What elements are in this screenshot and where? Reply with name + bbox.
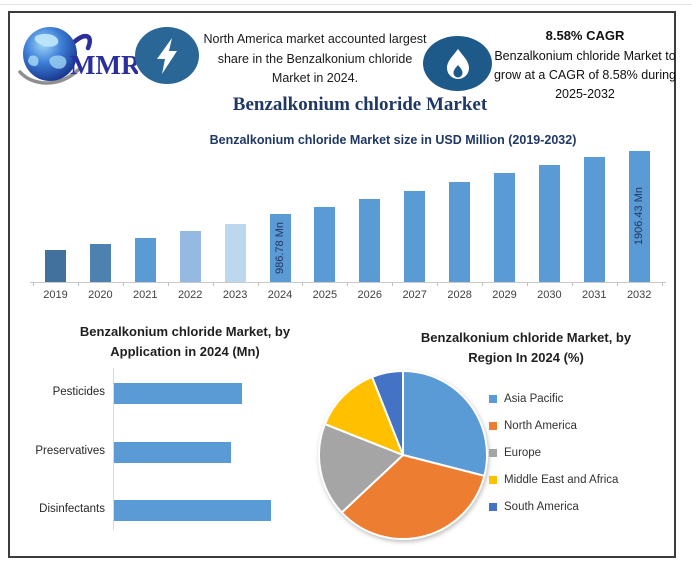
application-label-preservatives: Preservatives bbox=[35, 444, 105, 457]
size-axis-tick bbox=[33, 283, 34, 286]
application-bar-preservatives bbox=[114, 441, 231, 463]
size-axis-year-2027: 2027 bbox=[402, 289, 427, 301]
application-chart-y-axis bbox=[113, 368, 114, 530]
application-title-line1: Benzalkonium chloride Market, by bbox=[79, 324, 291, 339]
size-axis-year-2021: 2021 bbox=[133, 289, 158, 301]
size-axis-tick bbox=[77, 283, 79, 286]
region-legend: Asia Pacific North America Europe Middle Ea… bbox=[489, 392, 618, 527]
size-axis-year-2022: 2022 bbox=[177, 289, 203, 301]
application-title-line2: Application in 2024 (Mn) bbox=[110, 344, 260, 359]
size-axis-year-2029: 2029 bbox=[492, 289, 517, 301]
pie-slice-middle-east-and-africa bbox=[323, 375, 404, 456]
size-axis-tick bbox=[167, 283, 169, 286]
size-axis-tick bbox=[616, 283, 618, 286]
size-axis-tick bbox=[257, 283, 259, 286]
top-divider-line bbox=[0, 4, 692, 5]
size-axis-tick bbox=[482, 283, 484, 286]
legend-marker bbox=[489, 395, 497, 403]
size-bar-2019 bbox=[45, 250, 66, 282]
logo-text: MMR bbox=[70, 50, 138, 80]
size-bar-2031 bbox=[583, 157, 605, 282]
size-axis-tick bbox=[526, 283, 528, 286]
size-axis-year-2025: 2025 bbox=[312, 289, 338, 301]
size-bar-value-label: 1906.43 Mn bbox=[633, 187, 646, 246]
size-axis-tick bbox=[437, 283, 439, 286]
size-bar-2032: 1906.43 Mn bbox=[628, 151, 650, 282]
legend-item-middle-east-and-africa: Middle East and Africa bbox=[489, 473, 618, 487]
application-label-pesticides: Pesticides bbox=[52, 386, 105, 398]
legend-item-asia-pacific: Asia Pacific bbox=[489, 392, 618, 406]
size-chart-x-axis bbox=[30, 282, 666, 283]
size-bar-2024: 986.78 Mn bbox=[269, 214, 291, 282]
size-axis-tick bbox=[122, 283, 124, 286]
size-axis-tick bbox=[661, 283, 663, 286]
legend-label: North America bbox=[504, 420, 577, 432]
mmr-logo: MMR bbox=[14, 22, 141, 92]
size-bar-2025 bbox=[314, 207, 336, 282]
page-title: Benzalkonium chloride Market bbox=[232, 94, 488, 115]
region-pie-chart bbox=[318, 370, 488, 540]
size-axis-year-2026: 2026 bbox=[357, 289, 383, 301]
cagr-block: 8.58% CAGR Benzalkonium chloride Market … bbox=[492, 28, 678, 104]
region-title-line2: Region In 2024 (%) bbox=[468, 350, 584, 365]
legend-item-north-america: North America bbox=[489, 419, 618, 433]
size-bar-2026 bbox=[359, 199, 381, 282]
legend-label: Europe bbox=[504, 447, 542, 459]
region-chart-title: Benzalkonium chloride Market, by Region … bbox=[392, 328, 660, 368]
size-axis-tick bbox=[392, 283, 394, 286]
size-axis-year-2020: 2020 bbox=[88, 289, 113, 301]
size-axis-year-2023: 2023 bbox=[222, 289, 248, 301]
cagr-title: 8.58% CAGR bbox=[545, 28, 625, 43]
legend-marker bbox=[489, 476, 497, 484]
pie-slice-europe bbox=[318, 423, 404, 514]
size-axis-tick bbox=[212, 283, 214, 286]
application-chart-title: Benzalkonium chloride Market, by Applica… bbox=[40, 322, 330, 362]
size-bar-2029 bbox=[494, 173, 515, 282]
application-bar-pesticides bbox=[114, 383, 242, 404]
size-axis-tick bbox=[571, 283, 573, 286]
lightning-icon bbox=[135, 27, 199, 84]
legend-item-europe: Europe bbox=[489, 446, 618, 460]
size-bar-2020 bbox=[89, 244, 111, 282]
pie-slice-north-america bbox=[340, 454, 486, 540]
region-title-line1: Benzalkonium chloride Market, by bbox=[420, 330, 632, 345]
size-bar-2022 bbox=[179, 231, 201, 282]
pie-slice-asia-pacific bbox=[402, 370, 488, 477]
highlight-note: North America market accounted largest s… bbox=[203, 32, 427, 85]
application-bar-disinfectants bbox=[114, 500, 271, 521]
size-axis-tick bbox=[347, 283, 349, 286]
size-bar-value-label: 986.78 Mn bbox=[274, 222, 286, 274]
legend-marker bbox=[489, 449, 497, 457]
size-bar-2021 bbox=[134, 238, 156, 282]
size-axis-year-2028: 2028 bbox=[447, 289, 472, 301]
legend-item-south-america: South America bbox=[489, 500, 618, 514]
size-bar-2023 bbox=[224, 224, 246, 282]
cagr-note: Benzalkonium chloride Market to grow at … bbox=[493, 49, 677, 101]
legend-marker bbox=[489, 503, 497, 511]
application-label-disinfectants: Disinfectants bbox=[39, 503, 105, 515]
pie-slice-south-america bbox=[371, 370, 404, 456]
size-axis-year-2019: 2019 bbox=[43, 289, 68, 301]
flame-icon bbox=[423, 36, 492, 91]
size-bar-2030 bbox=[538, 165, 560, 282]
globe-icon: MMR bbox=[18, 27, 141, 85]
size-axis-year-2030: 2030 bbox=[537, 289, 562, 301]
size-chart: 2019 2020 2021 2022 2023 986.78 Mn 2024 2025 202… bbox=[0, 150, 692, 310]
size-axis-year-2031: 2031 bbox=[582, 289, 607, 301]
legend-label: Asia Pacific bbox=[504, 393, 564, 405]
legend-marker bbox=[489, 422, 497, 430]
size-bar-2028 bbox=[449, 182, 471, 282]
legend-label: Middle East and Africa bbox=[504, 474, 619, 486]
size-bar-2027 bbox=[404, 191, 426, 282]
size-axis-tick bbox=[302, 283, 304, 286]
size-axis-year-2032: 2032 bbox=[626, 289, 652, 301]
size-chart-title: Benzalkonium chloride Market size in USD… bbox=[209, 133, 577, 147]
size-axis-year-2024: 2024 bbox=[267, 289, 293, 301]
legend-label: South America bbox=[504, 501, 579, 513]
